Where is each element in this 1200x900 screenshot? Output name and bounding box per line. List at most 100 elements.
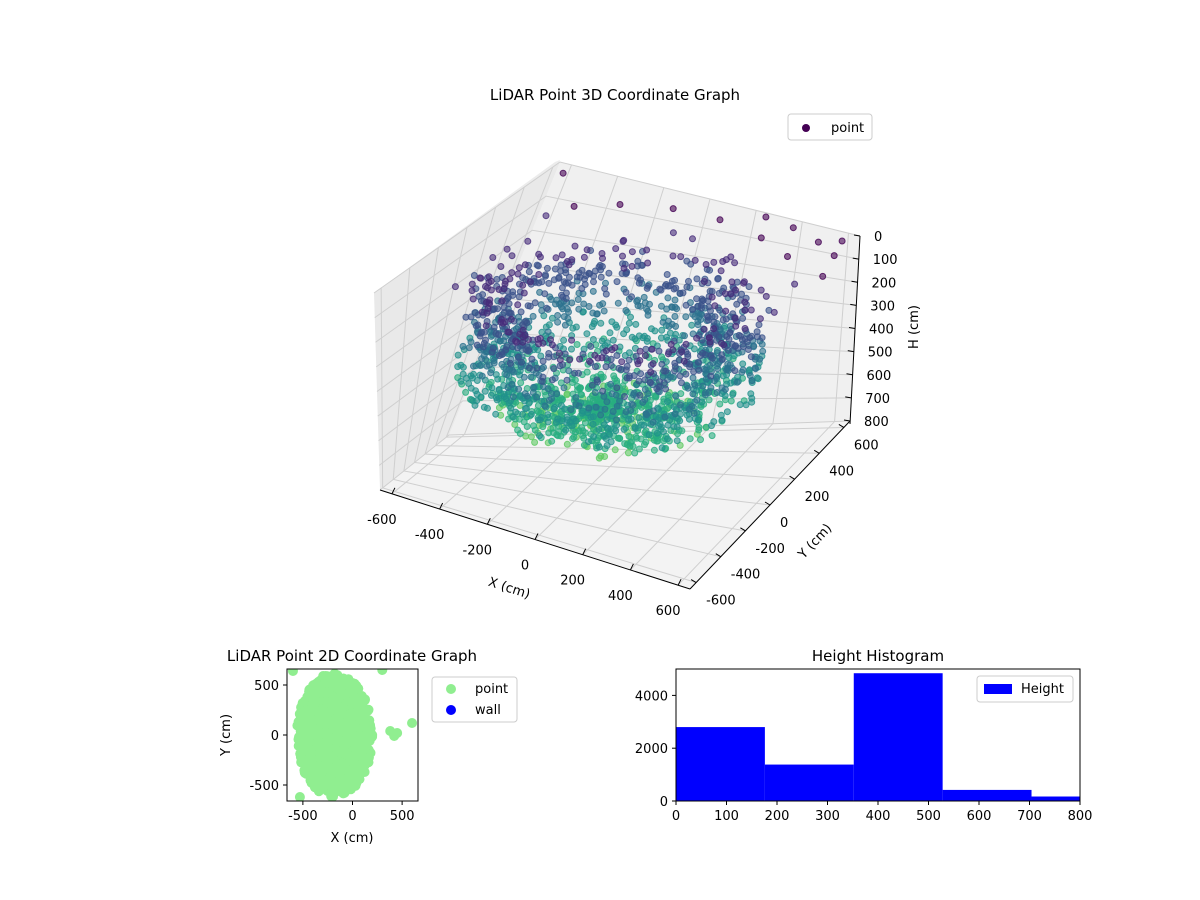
3d-point [607,438,615,446]
3d-point [621,393,628,400]
3d-point [683,382,691,390]
2d-legend-label-wall: wall [475,703,501,718]
3d-point [591,267,599,275]
3d-point [669,252,677,260]
2d-point [294,792,305,801]
3d-point [602,347,610,355]
3d-point [711,302,719,310]
3d-point [537,301,545,309]
3d-point [723,408,731,416]
3d-point [618,358,626,366]
3d-point [541,290,549,298]
3d-point [497,263,505,270]
3d-point [625,374,633,382]
3d-point [623,362,631,370]
3d-y-tick-label: -200 [755,542,785,557]
2d-point [351,680,362,691]
3d-point [574,296,582,303]
3d-point [628,333,636,341]
3d-point [586,357,593,365]
3d-point [551,404,559,411]
3d-point [533,364,541,372]
3d-point [644,311,652,319]
3d-point [637,302,645,310]
3d-point [672,392,680,400]
3d-point [731,259,739,267]
3d-point [784,253,791,260]
3d-x-tick [629,563,634,571]
3d-point [740,279,748,287]
3d-point [725,354,733,362]
3d-point [526,364,533,372]
3d-point [677,253,685,261]
3d-point [595,443,603,451]
2d-y-tick-label: 0 [271,729,279,744]
3d-point [589,336,597,343]
3d-point [791,280,799,288]
3d-x-tick [677,578,682,586]
3d-point [481,387,489,395]
3d-point [590,433,598,441]
3d-point [595,426,603,433]
3d-z-tick-label: 600 [867,369,892,384]
3d-point [521,405,529,412]
3d-z-tick [851,280,858,283]
3d-point [635,332,643,340]
3d-point [673,437,681,445]
histogram-bar [1031,796,1080,801]
3d-grid-line-z [379,420,851,491]
3d-point [630,391,637,399]
3d-point [558,291,565,299]
3d-point [495,352,503,360]
3d-point [622,288,630,296]
3d-point [572,417,580,425]
3d-point [641,299,649,307]
3d-z-tick [846,373,853,376]
3d-point [572,428,579,436]
3d-point [657,423,665,431]
3d-point [600,431,608,439]
3d-point [681,332,688,340]
3d-point [682,301,690,309]
histogram-y-tick-label: 4000 [635,689,668,704]
3d-point [713,389,721,396]
3d-point [838,237,846,245]
3d-point [563,413,571,421]
2d-ticks: -500 0 500 -500 0 500 [249,679,414,824]
3d-point [554,415,562,423]
3d-point [513,338,521,346]
3d-y-tick-label: -400 [731,568,761,583]
3d-point [641,396,649,404]
3d-point [606,431,613,439]
3d-point [467,313,475,321]
3d-point [726,361,734,369]
3d-point [531,299,539,307]
3d-point [593,376,601,384]
3d-point [715,333,723,341]
3d-point [706,287,714,295]
3d-point [613,384,621,392]
3d-point [671,410,679,418]
3d-point [579,350,587,358]
3d-y-tick [789,475,795,480]
3d-point [613,402,621,410]
3d-point [634,274,642,282]
2d-point [299,765,310,776]
3d-point [676,401,684,409]
3d-y-tick-label: 600 [854,438,879,453]
3d-point [631,449,639,457]
3d-point [637,370,645,378]
3d-point [539,423,547,431]
3d-scatter-plot: LiDAR Point 3D Coordinate Graph -600 -400… [367,86,922,619]
3d-point [548,376,556,384]
3d-point [562,269,570,277]
3d-point [635,414,643,422]
3d-point [561,321,569,329]
3d-point [541,402,549,410]
3d-point [535,279,543,287]
2d-point [308,683,319,694]
3d-point [635,445,643,453]
3d-point [656,378,663,386]
3d-point [562,426,570,434]
3d-point [530,422,537,430]
